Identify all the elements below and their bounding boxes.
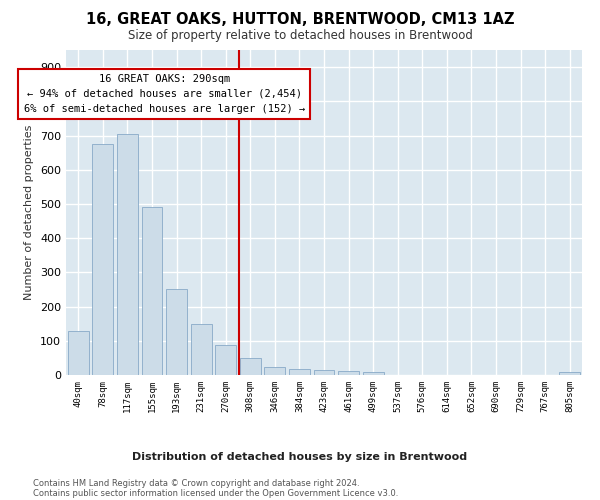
Bar: [289, 369, 310, 375]
Text: 16 GREAT OAKS: 290sqm
← 94% of detached houses are smaller (2,454)
6% of semi-de: 16 GREAT OAKS: 290sqm ← 94% of detached …: [23, 74, 305, 114]
Bar: [142, 208, 163, 375]
Text: 16, GREAT OAKS, HUTTON, BRENTWOOD, CM13 1AZ: 16, GREAT OAKS, HUTTON, BRENTWOOD, CM13 …: [86, 12, 514, 28]
Text: Distribution of detached houses by size in Brentwood: Distribution of detached houses by size …: [133, 452, 467, 462]
Bar: [117, 134, 138, 375]
Bar: [338, 371, 359, 375]
Bar: [240, 358, 261, 375]
Bar: [362, 372, 383, 375]
Bar: [68, 330, 89, 375]
Bar: [314, 370, 334, 375]
Text: Contains public sector information licensed under the Open Government Licence v3: Contains public sector information licen…: [33, 489, 398, 498]
Bar: [191, 324, 212, 375]
Bar: [166, 290, 187, 375]
Y-axis label: Number of detached properties: Number of detached properties: [25, 125, 34, 300]
Bar: [215, 345, 236, 375]
Text: Contains HM Land Registry data © Crown copyright and database right 2024.: Contains HM Land Registry data © Crown c…: [33, 479, 359, 488]
Bar: [92, 144, 113, 375]
Text: Size of property relative to detached houses in Brentwood: Size of property relative to detached ho…: [128, 29, 472, 42]
Bar: [265, 368, 286, 375]
Bar: [559, 372, 580, 375]
